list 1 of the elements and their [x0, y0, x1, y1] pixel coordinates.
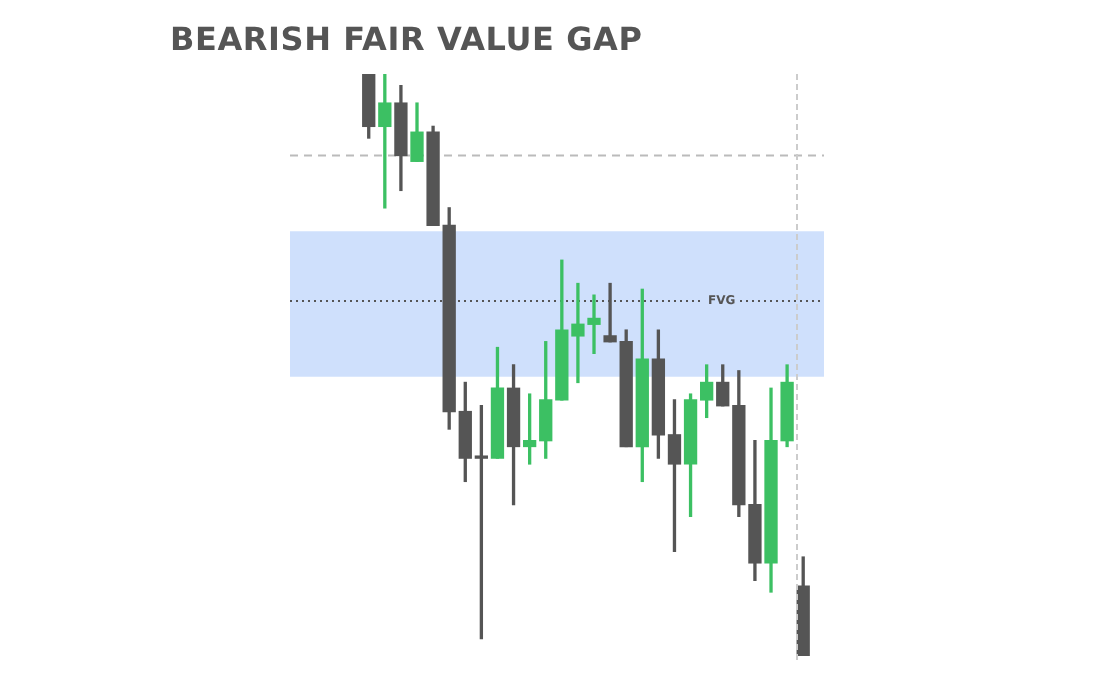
chart-title: BEARISH FAIR VALUE GAP [170, 20, 643, 58]
